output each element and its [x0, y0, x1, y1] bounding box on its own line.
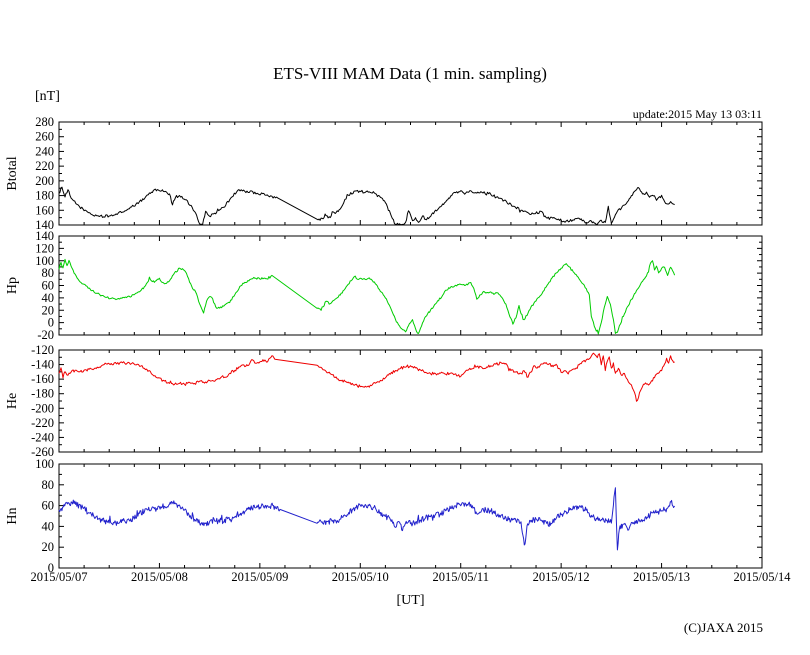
y-tick-label: -220 [31, 416, 54, 430]
panel-border-he [58, 349, 763, 453]
y-tick-label: 200 [35, 174, 54, 188]
y-tick-label: 100 [35, 457, 54, 471]
y-tick-label: 100 [35, 254, 54, 268]
y-tick-label: 80 [42, 266, 55, 280]
y-tick-label: -180 [31, 387, 54, 401]
y-tick-label: 80 [42, 478, 55, 492]
x-tick-label: 2015/05/08 [131, 570, 188, 584]
update-timestamp: update:2015 May 13 03:11 [632, 107, 762, 121]
y-tick-label: 0 [48, 316, 54, 330]
y-tick-label: 180 [35, 189, 54, 203]
y-tick-label: -140 [31, 358, 54, 372]
x-tick-label: 2015/05/11 [432, 570, 488, 584]
y-tick-label: 280 [35, 115, 54, 129]
x-axis-label: [UT] [396, 593, 425, 608]
y-tick-label: 0 [48, 561, 54, 575]
x-tick-label: 2015/05/07 [31, 570, 88, 584]
panel-ylabel-he: He [5, 393, 20, 409]
panel-border-btotal [58, 121, 763, 226]
y-tick-label: 60 [42, 279, 55, 293]
y-tick-label: 260 [35, 130, 54, 144]
x-tick-label: 2015/05/13 [633, 570, 690, 584]
x-tick-label: 2015/05/12 [533, 570, 590, 584]
series-hn [58, 487, 676, 551]
x-tick-label: 2015/05/14 [734, 570, 792, 584]
y-tick-label: -160 [31, 372, 54, 386]
y-tick-label: 220 [35, 159, 54, 173]
panel-ylabel-hp: Hp [5, 277, 20, 294]
y-tick-label: -240 [31, 430, 54, 444]
panel-ylabel-btotal: Btotal [5, 156, 20, 190]
copyright-text: (C)JAXA 2015 [683, 620, 763, 635]
y-unit-label: [nT] [35, 89, 60, 104]
x-tick-label: 2015/05/10 [332, 570, 389, 584]
y-tick-label: 60 [42, 499, 55, 513]
y-tick-label: -20 [37, 328, 54, 342]
x-tick-label: 2015/05/09 [231, 570, 288, 584]
y-tick-label: -260 [31, 445, 54, 459]
y-tick-label: -200 [31, 401, 54, 415]
y-tick-label: -120 [31, 343, 54, 357]
y-tick-label: 240 [35, 144, 54, 158]
y-tick-label: 40 [42, 291, 55, 305]
panel-ylabel-hn: Hn [5, 507, 20, 524]
panel-border-hp [58, 235, 763, 336]
y-tick-label: 140 [35, 218, 54, 232]
series-he [58, 352, 675, 402]
y-tick-label: 40 [42, 519, 55, 533]
y-tick-label: 140 [35, 229, 54, 243]
series-btotal [58, 186, 675, 226]
y-tick-label: 120 [35, 241, 54, 255]
series-hp [58, 258, 676, 335]
y-tick-label: 160 [35, 203, 54, 217]
panel-border-hn [58, 463, 763, 569]
y-tick-label: 20 [42, 303, 55, 317]
chart-title: ETS-VIII MAM Data (1 min. sampling) [273, 64, 547, 83]
y-tick-label: 20 [42, 540, 55, 554]
